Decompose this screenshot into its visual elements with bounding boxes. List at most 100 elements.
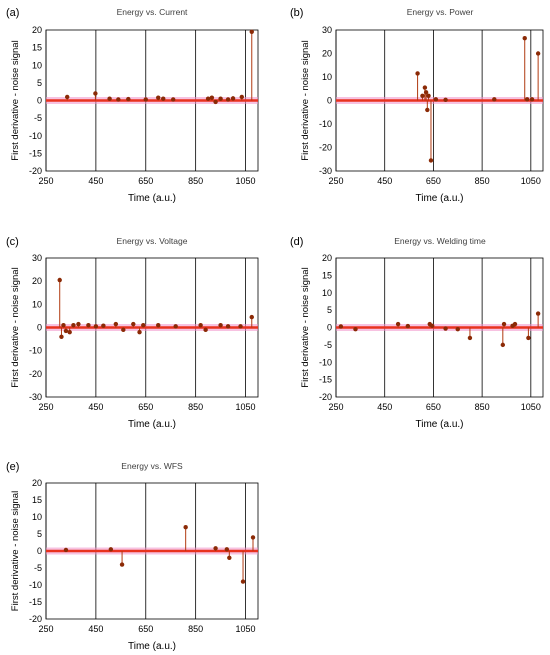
data-point	[249, 314, 254, 320]
data-point	[119, 562, 125, 567]
data-point	[443, 326, 448, 331]
data-point	[500, 342, 506, 348]
x-tick-label: 650	[138, 402, 153, 412]
chart-panel-2: (b) Energy vs. Power 250 450 650 850 1050 -30 -2…	[290, 7, 544, 204]
y-tick-label: -30	[319, 166, 332, 176]
y-axis-label: First derivative - noise signal	[10, 491, 21, 611]
y-tick-label: 20	[322, 49, 332, 59]
y-tick-label: -20	[29, 614, 42, 624]
chart-panel-4: (d) Energy vs. Welding time 250 450 650 850 10…	[290, 236, 544, 430]
data-point	[224, 547, 230, 552]
data-point	[107, 96, 112, 101]
data-point	[209, 95, 215, 100]
data-point	[423, 90, 429, 95]
data-point	[230, 96, 236, 101]
data-point	[420, 93, 425, 99]
y-tick-label: -5	[324, 340, 332, 350]
data-point	[239, 94, 244, 100]
x-tick-label: 650	[426, 176, 441, 186]
data-point	[535, 311, 541, 316]
x-tick-label: 450	[377, 176, 392, 186]
x-tick-label: 850	[188, 402, 203, 412]
y-tick-label: 0	[327, 323, 332, 333]
data-point	[225, 324, 231, 329]
panel-label: (c)	[6, 236, 19, 248]
data-point	[63, 328, 69, 334]
data-point	[101, 323, 106, 328]
y-tick-label: 10	[322, 288, 332, 298]
data-point	[205, 96, 211, 101]
data-point	[522, 36, 527, 41]
x-tick-label: 1050	[521, 176, 541, 186]
x-tick-label: 450	[88, 402, 103, 412]
data-point	[61, 322, 66, 328]
data-point	[395, 321, 401, 327]
y-tick-label: 20	[322, 253, 332, 263]
y-tick-label: 10	[32, 512, 42, 522]
y-tick-label: -20	[319, 143, 332, 153]
x-tick-label: 450	[88, 176, 103, 186]
x-tick-label: 650	[138, 624, 153, 634]
y-tick-label: 10	[32, 60, 42, 70]
data-point	[173, 324, 178, 329]
x-tick-label: 850	[475, 402, 490, 412]
y-tick-label: 5	[37, 529, 42, 539]
x-tick-label: 450	[377, 402, 392, 412]
data-point	[213, 546, 218, 551]
data-point	[405, 323, 411, 329]
x-tick-label: 250	[328, 402, 343, 412]
y-tick-label: -10	[319, 119, 332, 129]
data-point	[512, 321, 518, 327]
y-tick-label: 5	[37, 78, 42, 88]
x-tick-label: 850	[188, 624, 203, 634]
y-tick-label: 0	[327, 96, 332, 106]
y-tick-label: -10	[319, 357, 332, 367]
x-tick-label: 1050	[236, 176, 256, 186]
y-tick-label: 0	[37, 323, 42, 333]
x-tick-label: 250	[38, 624, 53, 634]
data-point	[338, 324, 344, 329]
x-tick-label: 850	[188, 176, 203, 186]
y-tick-label: 5	[327, 305, 332, 315]
y-tick-label: -10	[29, 580, 42, 590]
data-point	[218, 322, 223, 328]
chart-title: Energy vs. Current	[117, 7, 188, 17]
data-point	[492, 97, 497, 102]
x-axis-label: Time (a.u.)	[416, 193, 464, 204]
data-point	[183, 525, 188, 530]
data-point	[116, 97, 121, 102]
y-tick-label: 20	[32, 25, 42, 35]
data-point	[121, 327, 126, 333]
y-tick-label: -30	[29, 392, 42, 402]
x-tick-label: 1050	[236, 624, 256, 634]
panel-label: (a)	[6, 7, 19, 19]
data-point	[156, 322, 161, 328]
chart-title: Energy vs. Welding time	[394, 236, 486, 246]
data-point	[203, 327, 208, 333]
chart-panel-3: (c) Energy vs. Voltage 250 450 650 850 1050 -30…	[6, 236, 259, 430]
y-tick-label: 15	[32, 495, 42, 505]
data-point	[218, 96, 223, 101]
data-point	[353, 327, 358, 332]
data-point	[249, 29, 254, 34]
x-tick-label: 250	[328, 176, 343, 186]
data-point	[131, 321, 136, 327]
x-tick-label: 650	[426, 402, 441, 412]
y-tick-label: 10	[32, 299, 42, 309]
y-tick-label: 10	[322, 72, 332, 82]
data-point	[526, 335, 531, 341]
data-point	[171, 97, 176, 102]
data-point	[455, 327, 460, 332]
data-point	[57, 277, 62, 283]
data-point	[501, 321, 507, 327]
panel-label: (e)	[6, 461, 19, 473]
data-point	[433, 97, 439, 102]
y-axis-label: First derivative - noise signal	[300, 267, 311, 387]
y-tick-label: 30	[32, 253, 42, 263]
y-tick-label: -15	[319, 375, 332, 385]
x-tick-label: 250	[38, 402, 53, 412]
data-point	[113, 321, 119, 327]
data-point	[93, 91, 98, 96]
x-tick-label: 1050	[236, 402, 256, 412]
